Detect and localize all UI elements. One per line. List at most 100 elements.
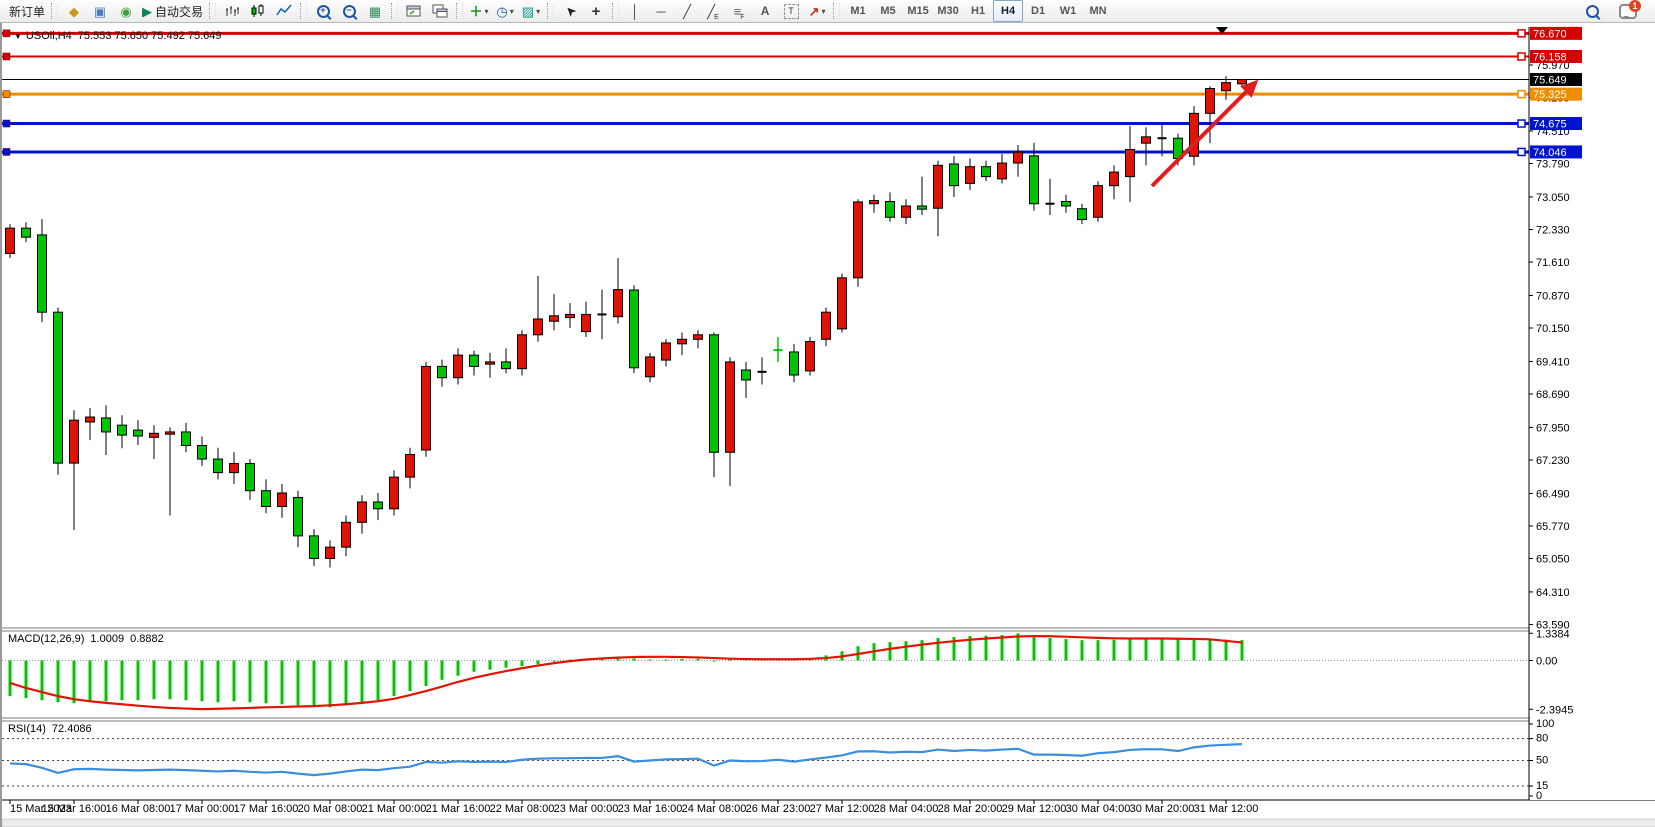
rsi-axis-tick-label: 15 xyxy=(1536,780,1548,792)
toolbar-separator xyxy=(209,3,217,19)
candle-bull xyxy=(357,501,367,523)
rsi-indicator-label: RSI(14) 72.4086 xyxy=(8,723,92,735)
trendline-icon[interactable]: ╱ xyxy=(674,0,700,22)
indicators-icon-dropdown[interactable]: ▾ xyxy=(484,6,489,16)
rsi-name: RSI(14) xyxy=(8,723,46,735)
chat-icon[interactable]: 1 xyxy=(1615,0,1641,22)
symbol-dropdown-icon[interactable]: ▼ xyxy=(14,32,22,41)
toolbar-group: │ ─ ╱ ╱ E ≡ F A T ↗ ▾ xyxy=(622,0,830,22)
timeframe-button-h4[interactable]: H4 xyxy=(993,0,1024,22)
cursor-icon-glyph: ➤ xyxy=(560,1,580,21)
timeframe-button-m5[interactable]: M5 xyxy=(880,5,896,17)
periods-icon[interactable]: ◷ ▾ xyxy=(492,0,518,22)
price-label-badge xyxy=(1530,87,1582,101)
timeframe-button-w1[interactable]: W1 xyxy=(1059,5,1077,17)
horizontal-line-icon[interactable]: ─ xyxy=(648,0,674,22)
timeframe-button-m30[interactable]: M30 xyxy=(937,5,959,17)
toolbar-separator xyxy=(547,3,555,19)
chart-window[interactable]: 75.97075.25074.51073.79073.05072.33071.6… xyxy=(0,23,1655,827)
search-icon[interactable] xyxy=(1579,0,1605,22)
toolbar-group: M1 M5 M15 M30 H1 H4 D1 W1 MN xyxy=(843,0,1113,22)
toolbar-group: ➤ + xyxy=(557,0,609,22)
mql-community-icon[interactable]: ◆ xyxy=(61,0,87,22)
vertical-line-icon[interactable]: │ xyxy=(622,0,648,22)
candle-bull xyxy=(965,166,975,184)
line-handle-right[interactable] xyxy=(1517,89,1526,99)
price-axis-tick-label: 67.230 xyxy=(1536,455,1570,467)
rsi-value: 72.4086 xyxy=(51,723,92,735)
arrows-icon[interactable]: ↗ ▾ xyxy=(804,0,830,22)
templates-icon-dropdown[interactable]: ▾ xyxy=(536,6,541,16)
crosshair-icon[interactable]: + xyxy=(583,0,609,22)
time-axis-label: 23 Mar 00:00 xyxy=(554,803,619,815)
mql-community-icon-glyph: ◆ xyxy=(69,3,80,19)
timeframe-button-m1[interactable]: M1 xyxy=(850,5,866,17)
chart-canvas[interactable]: 75.97075.25074.51073.79073.05072.33071.6… xyxy=(2,23,1655,827)
text-label-icon[interactable]: T xyxy=(778,0,804,22)
price-axis-tick-label: 70.150 xyxy=(1536,323,1570,335)
time-axis-label: 24 Mar 08:00 xyxy=(682,803,747,815)
line-handle-left[interactable] xyxy=(2,29,11,38)
main-toolbar: 新订单 ◆ ▣ ◉ ▶ 自动交易 + − ▦ ＋ ▾ ◷ ▾ ▨ ▾ ➤ + │ ─ ╱ ╱ E ≡ F A T ↗ ▾ M1 M5 M15… xyxy=(0,0,1655,23)
toolbar-separator xyxy=(456,3,464,19)
fibonacci-icon[interactable]: ≡ F xyxy=(726,0,752,22)
candle-bull xyxy=(1109,171,1119,187)
price-axis-background[interactable] xyxy=(1530,23,1655,800)
templates-icon[interactable]: ▨ ▾ xyxy=(518,0,544,22)
zoom-out-icon[interactable]: − xyxy=(336,0,362,22)
line-handle-left[interactable] xyxy=(2,148,11,156)
candle-bull xyxy=(725,361,735,453)
line-handle-left[interactable] xyxy=(2,119,11,128)
candlestick-chart-icon[interactable] xyxy=(245,0,271,22)
candle-bull xyxy=(821,311,831,340)
candle-bear xyxy=(53,311,63,464)
tile-windows-icon[interactable]: ▦ xyxy=(362,0,388,22)
arrange-windows-icon[interactable] xyxy=(401,0,427,22)
price-label-badge-text: 75.649 xyxy=(1533,75,1567,87)
candle-bear xyxy=(709,334,719,453)
arrows-icon-dropdown[interactable]: ▾ xyxy=(821,6,826,16)
bar-chart-icon[interactable] xyxy=(219,0,245,22)
virtual-hosting-icon[interactable]: ▣ xyxy=(87,0,113,22)
timeframe-button-d1[interactable]: D1 xyxy=(1031,5,1046,17)
candle-bull xyxy=(869,200,879,205)
cursor-icon[interactable]: ➤ xyxy=(557,0,583,22)
zoom-in-icon[interactable]: + xyxy=(310,0,336,22)
new-order-button[interactable]: 新订单 xyxy=(3,0,48,22)
virtual-hosting-icon-glyph: ▣ xyxy=(93,3,107,19)
line-handle-right[interactable] xyxy=(1517,52,1526,61)
candle-bull xyxy=(69,419,79,464)
timeframe-button-mn[interactable]: MN xyxy=(1089,5,1107,17)
trendline-icon-glyph: ╱ xyxy=(683,3,691,19)
horizontal-line-icon-glyph: ─ xyxy=(656,3,666,19)
price-label-badge xyxy=(1530,50,1582,64)
line-handle-right[interactable] xyxy=(1517,119,1526,128)
candle-bull xyxy=(1237,79,1247,85)
line-handle-left[interactable] xyxy=(2,52,11,61)
line-handle-right[interactable] xyxy=(1517,147,1526,157)
chart-shift-marker[interactable] xyxy=(1216,27,1228,34)
timeframe-button-m15[interactable]: M15 xyxy=(907,5,929,17)
toolbar-separator xyxy=(300,3,308,19)
timeframe-button-h1[interactable]: H1 xyxy=(971,5,986,17)
channel-icon[interactable]: ╱ E xyxy=(700,0,726,22)
autotrade-button[interactable]: ▶ 自动交易 xyxy=(139,0,206,22)
trend-arrow[interactable] xyxy=(1150,79,1259,188)
macd-axis-tick-label: 0.00 xyxy=(1536,656,1557,668)
candle-bull xyxy=(341,521,351,548)
candle-bull xyxy=(1125,149,1135,178)
signals-icon[interactable]: ◉ xyxy=(113,0,139,22)
macd-axis-tick-label: 1.3384 xyxy=(1536,628,1570,640)
autotrade-button-glyph: ▶ xyxy=(142,3,153,19)
line-chart-icon[interactable] xyxy=(271,0,297,22)
rsi-axis-tick-label: 100 xyxy=(1536,718,1554,730)
cascade-windows-icon[interactable] xyxy=(427,0,453,22)
line-handle-left[interactable] xyxy=(2,90,11,98)
text-icon[interactable]: A xyxy=(752,0,778,22)
line-handle-right[interactable] xyxy=(1517,29,1526,38)
indicators-icon[interactable]: ＋ ▾ xyxy=(466,0,492,22)
toolbar-group: ◆ ▣ ◉ ▶ 自动交易 xyxy=(61,0,206,22)
periods-icon-dropdown[interactable]: ▾ xyxy=(509,6,514,16)
chart-title-symbol: USOil,H4 xyxy=(25,30,72,42)
candle-bull xyxy=(325,546,335,559)
